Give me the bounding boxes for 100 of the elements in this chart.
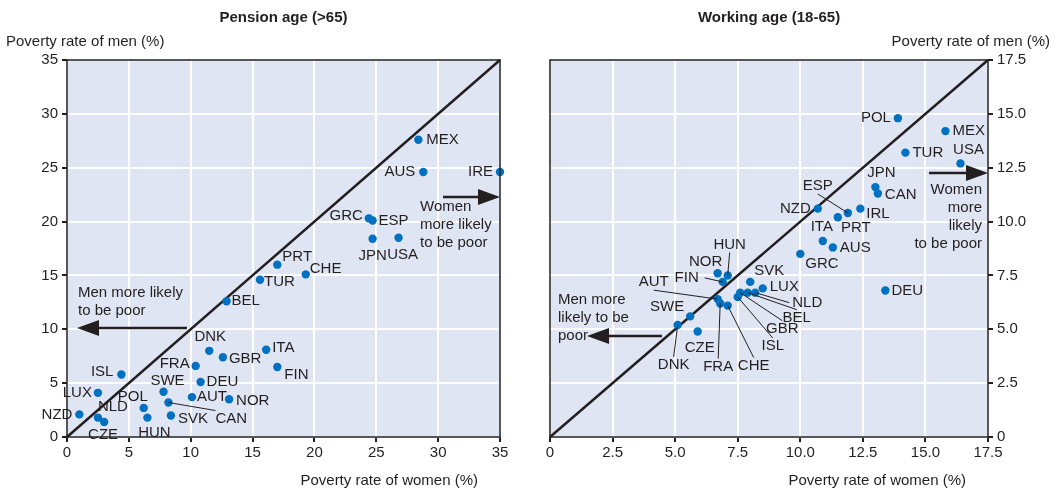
data-label: SVK (754, 261, 785, 279)
point (261, 345, 271, 354)
data-label: ESP (378, 210, 409, 228)
point (222, 297, 231, 306)
x-tick-label: 2.5 (602, 443, 623, 461)
data-label: LUX (769, 277, 799, 295)
y-tick-label: 10.0 (997, 211, 1027, 229)
point (414, 135, 423, 144)
x-tick-label: 17.5 (973, 443, 1003, 461)
y-tick-label: 30 (41, 104, 58, 121)
point (301, 270, 310, 279)
x-tick-label: 25 (367, 443, 385, 461)
point (394, 233, 403, 242)
data-label: AUS (839, 237, 871, 255)
data-label: NOR (236, 391, 270, 409)
point (368, 216, 377, 225)
data-label: CAN (884, 184, 917, 202)
point (901, 148, 910, 157)
data-label: NLD (792, 292, 823, 310)
data-label: FRA (703, 356, 734, 374)
point (881, 286, 890, 295)
data-label: AUS (384, 162, 416, 180)
annotation: Men more likely to be poor (78, 283, 184, 319)
point (218, 353, 228, 362)
point (871, 182, 880, 192)
point (828, 243, 838, 252)
y-tick-label: 7.5 (997, 265, 1018, 283)
data-label: CZE (684, 337, 715, 355)
data-label: GRC (805, 254, 839, 272)
data-label: ISL (761, 336, 784, 354)
point (143, 413, 152, 422)
point (187, 392, 197, 402)
y-tick-label: 12.5 (997, 157, 1027, 175)
data-label: ITA (272, 337, 295, 355)
point (255, 275, 265, 284)
x-tick-label: 7.5 (727, 443, 749, 461)
data-label: NOR (689, 252, 723, 270)
point (196, 377, 205, 387)
point (99, 417, 109, 427)
data-label: TUR (263, 271, 295, 289)
data-label: IRL (866, 203, 890, 221)
point (419, 167, 428, 177)
chart-title: Working age (18-65) (697, 8, 841, 26)
y-tick-label: 20 (41, 211, 58, 229)
point (93, 413, 103, 422)
data-label: FIN (674, 268, 699, 286)
data-label: DNK (194, 326, 227, 344)
data-label: ESP (802, 176, 833, 194)
point (873, 189, 883, 198)
point (159, 387, 168, 396)
data-label: CHE (737, 355, 770, 373)
point (813, 204, 823, 213)
point (117, 370, 126, 379)
x-tick-label: 5.0 (664, 443, 686, 461)
data-label: HUN (713, 234, 746, 252)
y-tick-label: 15.0 (997, 104, 1027, 121)
x-tick-label: 20 (306, 443, 323, 461)
data-label: DEU (891, 280, 924, 298)
data-label: GRC (329, 206, 364, 224)
data-label: JPN (867, 163, 896, 181)
point (713, 269, 722, 278)
data-label: MEX (426, 129, 459, 147)
point (273, 362, 282, 372)
y-tick-label: 15 (41, 265, 58, 283)
y-tick-label: 10 (41, 319, 58, 337)
y-tick-label: 25 (41, 157, 58, 175)
data-label: POL (860, 108, 891, 126)
y-axis-title: Poverty rate of men (%) (891, 32, 1050, 50)
x-tick-label: 35 (491, 443, 509, 461)
data-label: CAN (215, 408, 248, 426)
data-label: FRA (159, 354, 190, 372)
chart-title: Pension age (>65) (219, 8, 348, 26)
point (893, 113, 903, 123)
y-tick-label: 35 (41, 50, 58, 68)
data-label: GBR (228, 349, 262, 367)
data-label: ISL (90, 361, 114, 379)
point (75, 410, 84, 419)
data-label: IRE (467, 162, 493, 180)
point (368, 234, 377, 244)
point (941, 126, 950, 136)
y-tick-label: 5.0 (997, 319, 1018, 337)
data-label: PRT (840, 218, 871, 236)
x-tick-label: 12.5 (848, 443, 878, 461)
data-label: ITA (810, 217, 833, 235)
y-tick-label: 0 (997, 427, 1006, 445)
data-label: USA (387, 244, 418, 262)
data-label: DEU (206, 372, 239, 390)
data-label: AUT (638, 272, 669, 290)
point (139, 403, 148, 413)
point (191, 361, 200, 371)
point (818, 236, 828, 246)
x-tick-label: 15.0 (910, 443, 941, 461)
point (205, 346, 214, 356)
x-tick-label: 30 (429, 443, 447, 461)
point (673, 320, 682, 330)
point (93, 388, 103, 398)
data-label: SWE (150, 370, 185, 388)
point (956, 159, 965, 168)
point (685, 312, 695, 321)
point (273, 260, 282, 269)
